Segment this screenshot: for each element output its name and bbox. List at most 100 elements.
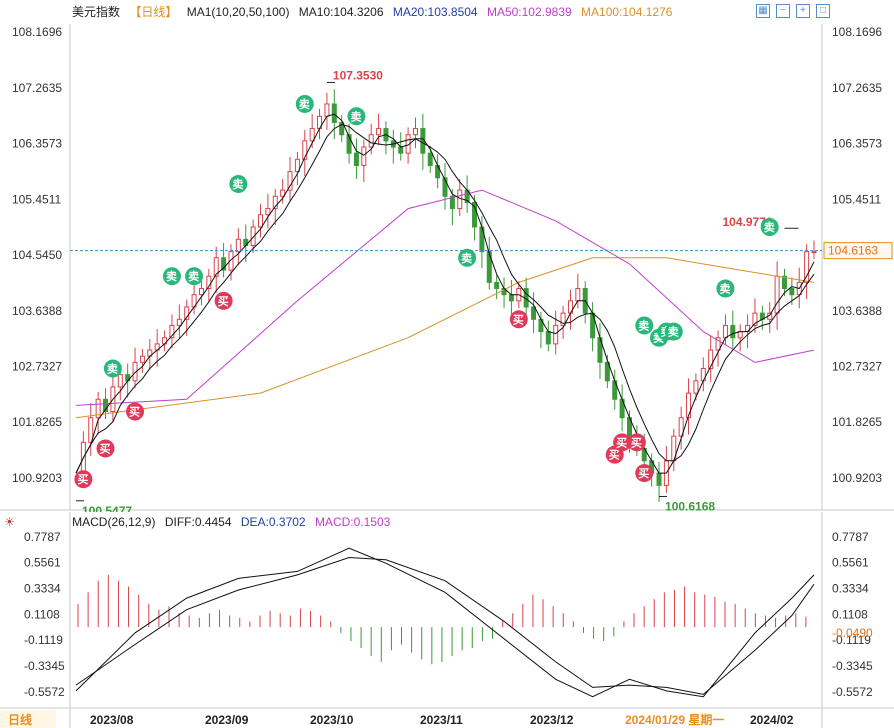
buy-signal-label-0: 买 — [77, 473, 88, 486]
macd-tick-left-6: -0.5572 — [24, 685, 65, 699]
buy-signal-1 — [96, 439, 115, 458]
candle-body-86 — [708, 349, 714, 370]
price-chart[interactable]: 108.1696 108.1696 107.2635 107.2635 106.3573… — [0, 0, 894, 512]
candle-body-36 — [339, 121, 345, 136]
price-tick-left-6: 102.7327 — [12, 359, 62, 373]
sell-signal-label-7: 卖 — [638, 318, 649, 332]
candle-body-17 — [198, 288, 204, 296]
sell-signal-label-8: 卖 — [653, 331, 664, 345]
candle-body-62 — [531, 306, 537, 320]
candle-body-38 — [353, 152, 359, 166]
macd-settings-icon[interactable]: ☀ — [4, 515, 15, 529]
candle-body-48 — [427, 152, 433, 166]
candle-body-32 — [309, 128, 315, 142]
sell-signal-label-1: 卖 — [166, 269, 177, 283]
macd-tick-left-4: -0.1119 — [24, 633, 63, 647]
ma-group-label[interactable]: MA1(10,20,50,100) — [186, 5, 290, 19]
candle-body-88 — [722, 324, 728, 339]
candle-body-51 — [449, 195, 455, 210]
price-tick-left-7: 101.8265 — [12, 415, 62, 429]
macd-tick-right-1: 0.5561 — [832, 556, 869, 570]
candle-body-25 — [258, 214, 263, 228]
macd-tick-left-2: 0.3334 — [24, 581, 61, 595]
chart-toolbar: ▦ − + □ — [756, 4, 830, 18]
ma50-line — [75, 189, 815, 406]
macd-tick-left-5: -0.3345 — [24, 659, 65, 673]
candle-body-26 — [265, 208, 271, 216]
candle-body-30 — [294, 158, 300, 173]
price-tick-right-6: 102.7327 — [832, 359, 882, 373]
candle-body-97 — [789, 288, 795, 296]
candle-body-50 — [442, 177, 448, 197]
sell-signal-10 — [664, 322, 683, 341]
buy-signal-4 — [509, 310, 528, 329]
candle-body-6 — [117, 374, 123, 388]
buy-signal-label-6: 买 — [616, 436, 627, 449]
candle-body-29 — [287, 171, 293, 191]
macd-chart[interactable]: 0.7787 0.7787 0.5561 0.5561 0.3334 0.3334 0.11… — [0, 512, 894, 728]
time-label-0: 2023/08 — [90, 713, 134, 727]
candle-body-72 — [604, 361, 610, 382]
ma100-line — [75, 257, 815, 419]
candle-body-90 — [737, 331, 743, 339]
price-tick-right-8: 100.9203 — [832, 471, 882, 485]
sell-signal-label-11: 卖 — [719, 282, 730, 296]
macd-tick-left-0: 0.7787 — [24, 530, 61, 544]
candle-body-79 — [656, 472, 662, 486]
macd-tick-left-1: 0.5561 — [24, 556, 61, 570]
candle-body-66 — [560, 312, 566, 326]
macd-current-tag: -0.0490 — [832, 626, 873, 640]
candle-body-64 — [545, 331, 551, 345]
ma10-line — [75, 113, 815, 474]
candle-body-84 — [693, 380, 699, 394]
sell-signal-4 — [295, 94, 314, 113]
price-tick-right-5: 103.6388 — [832, 304, 882, 318]
candle-body-31 — [302, 140, 308, 160]
candle-body-95 — [774, 275, 780, 314]
sell-signal-11 — [716, 279, 735, 298]
candle-body-28 — [280, 189, 286, 197]
candle-body-99 — [804, 251, 810, 283]
candle-body-46 — [412, 128, 418, 136]
candle-body-21 — [228, 251, 234, 271]
candle-body-15 — [184, 306, 190, 320]
time-label-2: 2023/10 — [310, 713, 354, 727]
buy-signal-label-2: 买 — [129, 406, 140, 419]
high-label: 107.3530 — [333, 68, 383, 82]
buy-signal-label-1: 买 — [100, 442, 111, 455]
grid-icon[interactable]: ▦ — [756, 4, 770, 18]
period-tag: 日线 — [8, 712, 32, 727]
candle-body-40 — [368, 134, 374, 148]
candle-body-68 — [575, 288, 581, 302]
diff-line — [75, 547, 815, 698]
buy-signal-7 — [627, 433, 646, 452]
price-tick-right-2: 106.3573 — [832, 137, 882, 151]
sell-signal-label-2: 卖 — [188, 269, 199, 283]
sell-signal-2 — [185, 267, 204, 286]
candle-body-65 — [553, 324, 559, 345]
chart-header: 美元指数 【日线】 MA1(10,20,50,100) MA10:104.320… — [0, 0, 894, 24]
macd-tick-right-6: -0.5572 — [832, 685, 873, 699]
price-tick-right-0: 108.1696 — [832, 25, 882, 39]
zoom-in-icon[interactable]: + — [796, 4, 810, 18]
macd-tick-left-3: 0.1108 — [24, 607, 60, 621]
buy-signal-label-8: 买 — [638, 467, 649, 480]
ma10-value: MA10:104.3206 — [298, 5, 384, 19]
buy-signal-0 — [74, 470, 93, 489]
candle-body-13 — [169, 324, 175, 339]
time-label-6: 2024/02 — [750, 713, 794, 727]
macd-dea-value: DEA:0.3702 — [240, 515, 306, 529]
low-label-1: 100.5477 — [82, 504, 132, 512]
macd-params: MACD(26,12,9) — [72, 515, 156, 529]
price-tick-right-1: 107.2635 — [832, 81, 882, 95]
candle-body-24 — [250, 226, 256, 246]
sell-signal-label-0: 卖 — [107, 362, 118, 376]
period-label[interactable]: 【日线】 — [129, 5, 178, 19]
time-label-1: 2023/09 — [205, 713, 249, 727]
maximize-icon[interactable]: □ — [816, 4, 830, 18]
sell-signal-label-10: 卖 — [668, 325, 679, 339]
zoom-out-icon[interactable]: − — [776, 4, 790, 18]
candle-body-9 — [139, 355, 145, 363]
candle-body-4 — [103, 398, 109, 413]
sell-signal-12 — [760, 218, 779, 237]
